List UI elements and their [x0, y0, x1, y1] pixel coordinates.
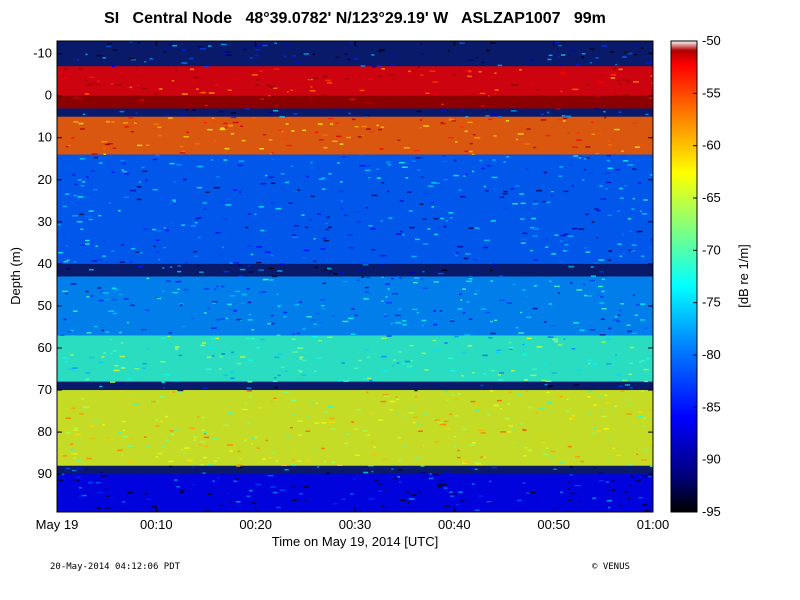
y-tick-label: 30: [38, 214, 52, 229]
colorbar: [670, 40, 698, 513]
x-tick-label: 00:40: [438, 517, 471, 532]
y-tick-label: 80: [38, 424, 52, 439]
echo-layer: [57, 116, 653, 155]
footer-credit: © VENUS: [592, 562, 630, 572]
x-tick-label: 01:00: [637, 517, 670, 532]
y-tick-label: 60: [38, 340, 52, 355]
x-tick-label: 00:20: [239, 517, 272, 532]
x-tick-label: May 19: [36, 517, 79, 532]
colorbar-tick-label: -50: [702, 33, 721, 48]
y-tick-label: 70: [38, 382, 52, 397]
echo-layer: [57, 154, 653, 264]
echo-layer: [57, 95, 653, 109]
echo-layer: [57, 390, 653, 466]
y-tick-label: 50: [38, 298, 52, 313]
colorbar-tick-label: -60: [702, 138, 721, 153]
colorbar-tick-label: -80: [702, 347, 721, 362]
colorbar-tick-label: -90: [702, 452, 721, 467]
x-tick-label: 00:50: [537, 517, 570, 532]
y-axis-label: Depth (m): [8, 247, 23, 305]
colorbar-label: [dB re 1/m]: [736, 244, 751, 308]
x-tick-label: 00:30: [339, 517, 372, 532]
echo-layer: [57, 276, 653, 336]
y-tick-label: -10: [33, 46, 52, 61]
x-tick-label: 00:10: [140, 517, 173, 532]
speckle-texture: [57, 41, 653, 512]
x-axis: May 19 00:10 00:20 00:30 00:40 00:50 01:00: [36, 41, 670, 532]
colorbar-tick-label: -95: [702, 504, 721, 519]
y-tick-label: 40: [38, 256, 52, 271]
colorbar-tick-label: -55: [702, 85, 721, 100]
y-tick-label: 90: [38, 466, 52, 481]
colorbar-axis: -50 -55 -60 -65 -70 -75 -80 -85 -90 -95: [693, 33, 721, 519]
colorbar-tick-label: -70: [702, 242, 721, 257]
x-axis-label: Time on May 19, 2014 [UTC]: [272, 534, 438, 549]
colorbar-tick-label: -65: [702, 190, 721, 205]
echo-layer: [57, 474, 653, 512]
plot-area: [57, 41, 653, 512]
y-axis: -10 0 10 20 30 40 50 60 70 80 90: [33, 46, 653, 481]
y-tick-label: 0: [45, 88, 52, 103]
y-tick-label: 10: [38, 130, 52, 145]
echo-layer: [57, 335, 653, 382]
page-title: SI Central Node 48°39.0782' N/123°29.19'…: [104, 10, 606, 27]
footer-timestamp: 20-May-2014 04:12:06 PDT: [50, 562, 181, 572]
y-tick-label: 20: [38, 172, 52, 187]
colorbar-tick-label: -85: [702, 399, 721, 414]
colorbar-tick-label: -75: [702, 295, 721, 310]
